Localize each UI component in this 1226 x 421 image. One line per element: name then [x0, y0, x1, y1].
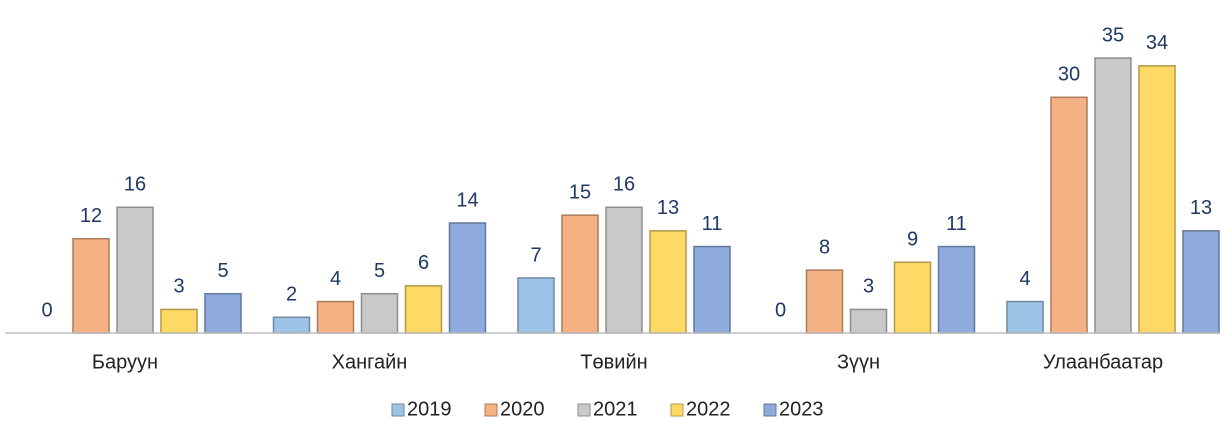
bar [360, 292, 399, 334]
value-label: 0 [41, 299, 52, 321]
bar [561, 214, 599, 334]
value-label: 5 [374, 260, 385, 282]
value-label: 30 [1058, 64, 1080, 86]
value-label: 13 [1190, 197, 1212, 219]
x-tick-label: Улаанбаатар [1043, 351, 1163, 373]
bar [893, 261, 932, 334]
value-label: 16 [613, 174, 635, 196]
value-label: 0 [775, 299, 786, 321]
value-label: 16 [124, 174, 146, 196]
bar [448, 222, 487, 334]
bar [116, 206, 154, 334]
x-tick-label: Зүүн [837, 351, 880, 373]
x-tick-label: Хангайн [332, 351, 408, 373]
value-label: 7 [530, 244, 541, 266]
legend-swatch [670, 403, 684, 417]
bar [605, 206, 643, 334]
value-label: 3 [863, 276, 874, 298]
value-label: 4 [330, 268, 341, 290]
value-label: 8 [819, 236, 830, 258]
bar [1094, 57, 1132, 334]
bar [1050, 96, 1088, 334]
bar [272, 316, 311, 334]
legend-label: 2022 [686, 398, 731, 420]
bar [937, 245, 976, 334]
bar [1138, 65, 1176, 334]
value-label: 15 [569, 181, 591, 203]
value-label: 35 [1102, 24, 1124, 46]
bar [849, 308, 888, 334]
value-label: 11 [946, 213, 967, 235]
bar [72, 237, 110, 334]
value-label: 4 [1019, 268, 1030, 290]
legend-swatch [391, 403, 405, 417]
value-label: 13 [657, 197, 679, 219]
bar [404, 285, 443, 334]
bar [517, 277, 555, 334]
value-label: 34 [1146, 32, 1168, 54]
value-label: 11 [702, 213, 723, 235]
value-label: 5 [217, 260, 228, 282]
x-tick-label: Баруун [92, 351, 158, 373]
legend-label: 2019 [407, 398, 452, 420]
x-tick-label: Төвийн [580, 351, 647, 373]
bar [1006, 300, 1044, 334]
value-label: 6 [418, 252, 429, 274]
legend-label: 2021 [593, 398, 638, 420]
value-label: 3 [173, 276, 184, 298]
bar [693, 245, 731, 334]
bar [204, 292, 242, 334]
bar [1182, 230, 1220, 334]
value-label: 9 [907, 229, 918, 251]
bar [316, 300, 355, 334]
legend-swatch [763, 403, 777, 417]
bar [160, 308, 198, 334]
legend-label: 2020 [500, 398, 545, 420]
legend-label: 2023 [779, 398, 824, 420]
value-label: 2 [286, 284, 297, 306]
value-label: 12 [80, 205, 102, 227]
value-label: 14 [456, 189, 478, 211]
bar [649, 230, 687, 334]
legend-swatch [484, 403, 498, 417]
legend-swatch [577, 403, 591, 417]
bar [805, 269, 844, 334]
